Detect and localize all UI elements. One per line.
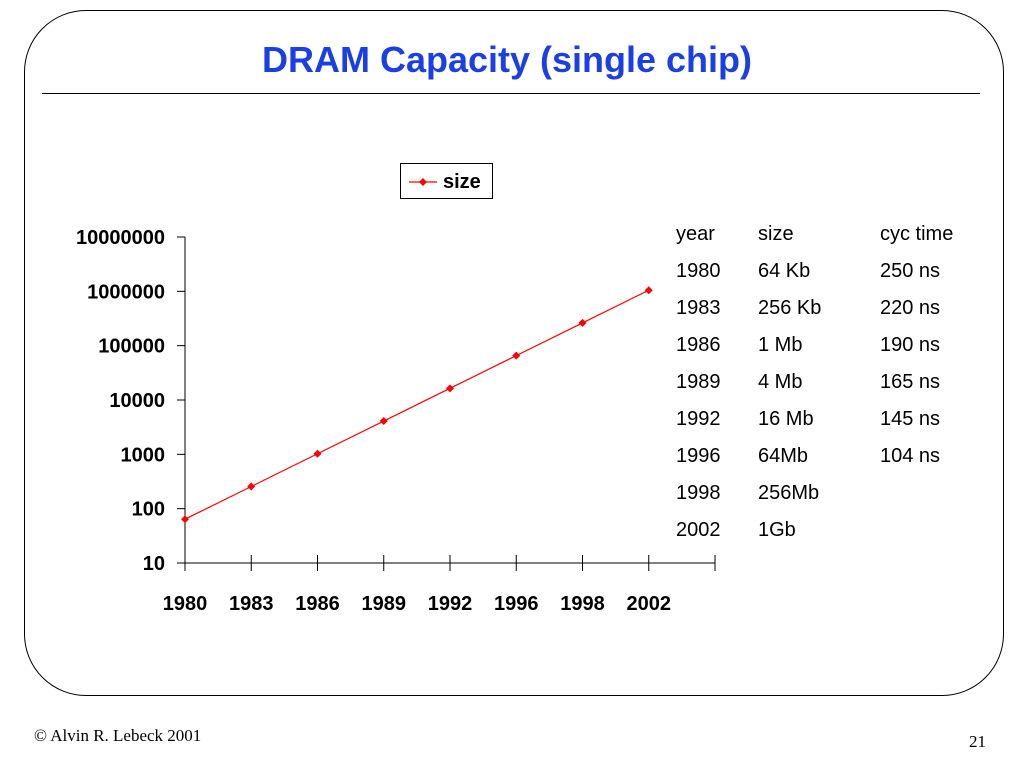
table-cell: 1986: [676, 334, 721, 356]
series-line-size: [184, 289, 650, 520]
table-row: 2002 1Gb: [676, 512, 990, 549]
y-tick-label: 10000: [109, 390, 165, 412]
data-point: [512, 351, 521, 360]
legend-label-size: size: [443, 171, 481, 193]
data-point: [247, 482, 256, 491]
footer-copyright: © Alvin R. Lebeck 2001: [34, 726, 202, 745]
chart-legend: size: [400, 163, 493, 199]
x-tick-label: 1986: [295, 593, 340, 615]
table-cell: 1996: [676, 445, 721, 467]
slide-title: DRAM Capacity (single chip): [261, 39, 753, 80]
table-cell: 1989: [676, 371, 721, 393]
table-cell: 1992: [676, 408, 721, 430]
data-point: [446, 384, 454, 393]
data-point: [644, 286, 653, 295]
table-cell: 250 ns: [880, 260, 941, 282]
slide-frame: [24, 10, 1004, 696]
table-row: 1996 64Mb 104 ns: [676, 438, 990, 475]
table-row: 1986 1 Mb 190 ns: [676, 327, 990, 364]
data-point: [379, 417, 388, 426]
table-header-cell: year: [676, 223, 715, 245]
table-cell: 64Mb: [758, 445, 809, 467]
x-tick-label: 2002: [627, 593, 672, 615]
table-cell: [880, 475, 990, 512]
table-cell: 1998: [676, 482, 721, 504]
x-tick-label: 1996: [494, 593, 539, 615]
x-tick-label: 1983: [229, 593, 274, 615]
table-row: 1983 256 Kb 220 ns: [676, 290, 990, 327]
table-cell: 1980: [676, 260, 721, 282]
table-cell: 4 Mb: [758, 371, 803, 393]
table-cell: 145 ns: [880, 408, 941, 430]
table-cell: 1Gb: [758, 519, 796, 541]
table-cell: 256Mb: [758, 482, 820, 504]
x-tick-label: 1998: [560, 593, 605, 615]
data-point: [313, 449, 322, 458]
y-tick-label: 10000000: [76, 227, 165, 249]
table-cell: [880, 512, 990, 549]
table-row: 1989 4 Mb 165 ns: [676, 364, 990, 401]
x-tick-label: 1980: [163, 593, 208, 615]
page-number: 21: [969, 732, 986, 751]
table-cell: 64 Kb: [758, 260, 811, 282]
table-cell: 104 ns: [880, 445, 941, 467]
table-header-cell: size: [758, 223, 794, 245]
y-tick-label: 1000000: [87, 281, 165, 303]
table-cell: 190 ns: [880, 334, 941, 356]
table-cell: 1983: [676, 297, 721, 319]
dram-capacity-table: year size cyc time 1980 64 Kb 250 ns 1983 256 K…: [676, 216, 990, 549]
y-tick-label: 10: [143, 553, 165, 575]
legend-swatch-size: [409, 178, 437, 186]
table-header-row: year size cyc time: [676, 216, 990, 253]
table-cell: 256 Kb: [758, 297, 822, 319]
table-cell: 16 Mb: [758, 408, 814, 430]
y-tick-label: 100000: [98, 336, 165, 358]
x-tick-label: 1992: [428, 593, 473, 615]
y-tick-label: 1000: [121, 444, 166, 466]
table-row: 1998 256Mb: [676, 475, 990, 512]
table-cell: 165 ns: [880, 371, 941, 393]
data-point: [181, 515, 189, 524]
y-tick-label: 100: [132, 499, 165, 521]
title-divider: [42, 93, 980, 94]
table-header-cell: cyc time: [880, 223, 954, 245]
table-row: 1992 16 Mb 145 ns: [676, 401, 990, 438]
table-row: 1980 64 Kb 250 ns: [676, 253, 990, 290]
data-point: [578, 318, 587, 327]
table-cell: 220 ns: [880, 297, 941, 319]
table-cell: 1 Mb: [758, 334, 803, 356]
x-tick-label: 1989: [362, 593, 407, 615]
table-cell: 2002: [676, 519, 721, 541]
